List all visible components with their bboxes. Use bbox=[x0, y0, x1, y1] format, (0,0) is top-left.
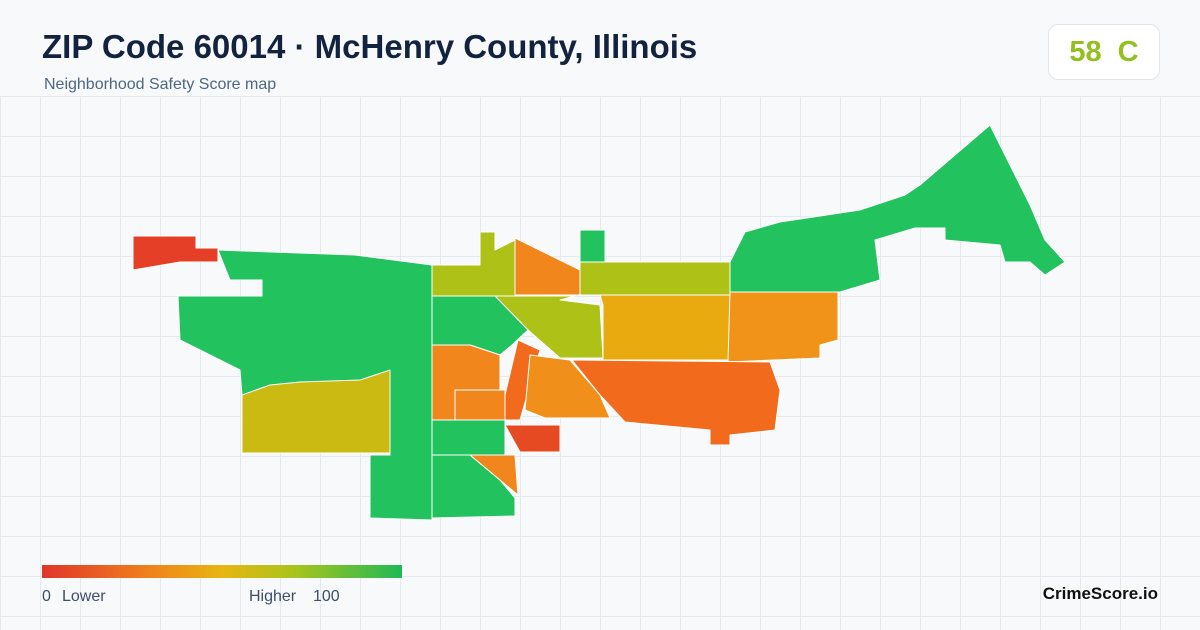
neighborhood bbox=[571, 359, 781, 446]
subtitle: Neighborhood Safety Score map bbox=[44, 76, 277, 93]
legend-min: 0 bbox=[42, 588, 51, 605]
score-badge: 58 C bbox=[1048, 24, 1160, 80]
neighborhood bbox=[514, 237, 581, 296]
neighborhood bbox=[132, 235, 219, 271]
brand: CrimeScore.io bbox=[1042, 584, 1158, 603]
title: ZIP Code 60014 · McHenry County, Illinoi… bbox=[42, 28, 698, 65]
neighborhood bbox=[431, 231, 516, 297]
score-grade: C bbox=[1117, 35, 1139, 68]
legend-min-label: Lower bbox=[62, 588, 106, 605]
legend-max: 100 bbox=[313, 588, 340, 605]
legend-max-label: Higher bbox=[249, 588, 297, 605]
neighborhood bbox=[504, 424, 561, 453]
legend-gradient bbox=[42, 565, 402, 578]
neighborhood bbox=[494, 295, 604, 359]
neighborhood bbox=[454, 389, 506, 421]
header: ZIP Code 60014 · McHenry County, Illinoi… bbox=[0, 0, 1200, 96]
neighborhood bbox=[241, 369, 391, 454]
neighborhood bbox=[579, 261, 731, 296]
neighborhood bbox=[431, 419, 506, 456]
neighborhood bbox=[599, 294, 731, 361]
neighborhood bbox=[524, 354, 611, 419]
neighborhood bbox=[469, 454, 519, 496]
neighborhood bbox=[727, 291, 839, 363]
neighborhood bbox=[729, 124, 1066, 293]
score-value: 58 bbox=[1069, 35, 1102, 68]
